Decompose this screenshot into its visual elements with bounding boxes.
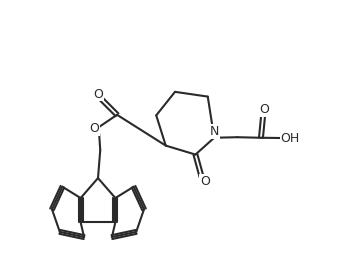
Text: O: O [93, 88, 103, 101]
Text: N: N [210, 125, 219, 138]
Text: OH: OH [280, 132, 300, 144]
Text: O: O [200, 175, 210, 188]
Text: O: O [89, 122, 99, 135]
Text: O: O [259, 103, 269, 116]
